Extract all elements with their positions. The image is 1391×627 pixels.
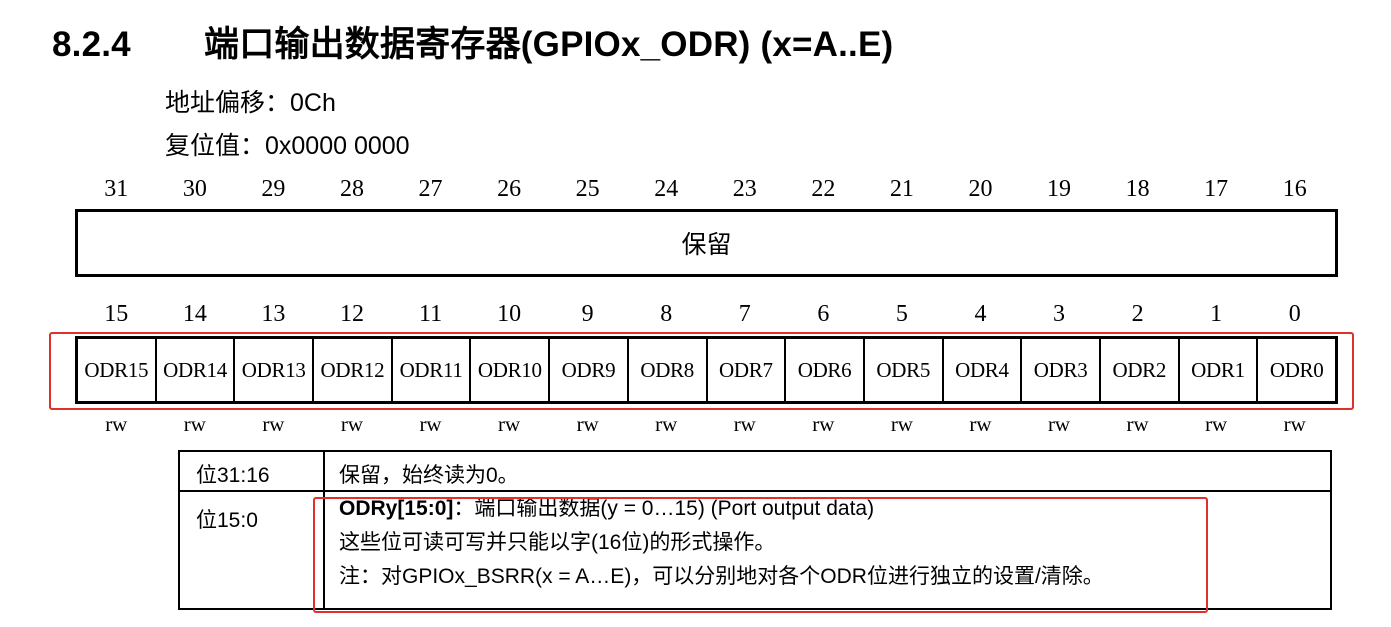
- access-label: rw: [1283, 412, 1306, 436]
- access-label: rw: [183, 412, 206, 436]
- odr-field-cell: ODR0: [1269, 357, 1324, 382]
- bit-number: 18: [1125, 176, 1150, 202]
- field-heading-line: ODRy[15:0]：端口输出数据(y = 0…15) (Port output…: [339, 492, 1330, 526]
- note-line: 注：对GPIOx_BSRR(x = A…E)，可以分别地对各个ODR位进行独立的…: [339, 565, 1104, 588]
- odr-field-cell: ODR1: [1180, 339, 1259, 401]
- access-label: rw: [105, 412, 128, 436]
- odr-field-cell: ODR8: [629, 339, 708, 401]
- section-title: 端口输出数据寄存器(GPIOx_ODR) (x=A..E): [204, 25, 894, 64]
- odr-field-cell: ODR7: [708, 339, 787, 401]
- odr-field-row: ODR15 ODR14 ODR13 ODR12 ODR11 ODR10 ODR9…: [75, 336, 1338, 404]
- access-label: rw: [340, 412, 364, 436]
- bit-numbers-high: 31 30 29 28 27 26 25 24 23 22 21 20 19 1…: [77, 176, 1334, 203]
- bit-number: 29: [261, 176, 286, 202]
- description-line: 这些位可读可写并只能以字(16位)的形式操作。: [339, 531, 776, 554]
- bit-number: 21: [889, 176, 914, 202]
- bit-number: 3: [1053, 301, 1066, 327]
- section-number: 8.2.4: [52, 25, 131, 64]
- bit-range-cell: 位15:0: [178, 490, 325, 610]
- description-highlight: [313, 497, 1208, 613]
- bit-number: 12: [339, 301, 364, 327]
- reset-value: 复位值：0x0000 0000: [165, 132, 410, 160]
- bit-number: 27: [418, 176, 443, 202]
- access-label: rw: [498, 412, 521, 436]
- bit-number: 28: [339, 176, 364, 202]
- section-heading: 8.2.4 端口输出数据寄存器(GPIOx_ODR) (x=A..E): [52, 16, 893, 67]
- bit-number: 20: [968, 176, 993, 202]
- odr-field-cell: ODR13: [235, 339, 315, 401]
- odr-field-cell: ODR11: [393, 339, 472, 401]
- odr-field-cell: ODR3: [1022, 339, 1101, 401]
- reserved-label: 保留: [681, 230, 732, 259]
- odr-field-cell: ODR15: [78, 339, 157, 401]
- access-label: rw: [262, 412, 285, 436]
- odr-field-cell: ODR10: [471, 339, 551, 401]
- bit-number: 19: [1047, 176, 1072, 202]
- access-row: rw rw rw rw rw rw rw rw rw rw rw rw rw r…: [77, 412, 1334, 437]
- bit-number: 23: [732, 176, 757, 202]
- bit-number: 8: [660, 301, 673, 327]
- access-label: rw: [1126, 412, 1149, 436]
- bit-number: 26: [497, 176, 522, 202]
- bit-number: 14: [182, 301, 207, 327]
- table-row: 位15:0 ODRy[15:0]：端口输出数据(y = 0…15) (Port …: [178, 490, 1332, 610]
- access-label: rw: [890, 412, 913, 436]
- bit-number: 17: [1204, 176, 1229, 202]
- description-cell: ODRy[15:0]：端口输出数据(y = 0…15) (Port output…: [323, 490, 1332, 610]
- description-cell: 保留，始终读为0。: [323, 450, 1332, 492]
- odr-field-cell: ODR12: [314, 339, 393, 401]
- bit-number: 6: [817, 301, 830, 327]
- field-name: ODRy[15:0]: [339, 497, 454, 520]
- access-label: rw: [576, 412, 599, 436]
- bit-number: 4: [974, 301, 987, 327]
- reserved-field-box: 保留: [75, 209, 1338, 277]
- bit-number: 22: [811, 176, 836, 202]
- access-label: rw: [969, 412, 992, 436]
- access-label: rw: [1205, 412, 1228, 436]
- odr-field-cell: ODR6: [786, 339, 865, 401]
- access-label: rw: [812, 412, 835, 436]
- bit-numbers-low: 15 14 13 12 11 10 9 8 7 6 5 4 3 2 1 0: [77, 301, 1334, 328]
- bit-number: 31: [104, 176, 129, 202]
- description-text: 保留，始终读为0。: [339, 464, 519, 487]
- bit-number: 24: [654, 176, 679, 202]
- odr-field-cell: ODR14: [157, 339, 236, 401]
- bit-description-table: 位31:16 保留，始终读为0。 位15:0 ODRy[15:0]：端口输出数据…: [178, 450, 1332, 610]
- odr-field-cell: ODR9: [550, 339, 629, 401]
- address-offset: 地址偏移：0Ch: [165, 89, 336, 117]
- bit-number: 15: [104, 301, 129, 327]
- access-label: rw: [1047, 412, 1071, 436]
- bit-number: 11: [418, 301, 443, 327]
- bit-range: 位15:0: [196, 509, 258, 532]
- field-desc: ：端口输出数据(y = 0…15) (Port output data): [453, 497, 875, 520]
- bit-number: 7: [738, 301, 751, 327]
- access-label: rw: [655, 412, 678, 436]
- access-label: rw: [419, 412, 442, 436]
- bit-number: 2: [1131, 301, 1144, 327]
- bit-number: 25: [575, 176, 600, 202]
- bit-number: 9: [581, 301, 594, 327]
- odr-field-cell: ODR5: [865, 339, 944, 401]
- bit-number: 5: [895, 301, 908, 327]
- odr-field-cell: ODR4: [944, 339, 1023, 401]
- bit-number: 10: [497, 301, 522, 327]
- bit-number: 13: [261, 301, 286, 327]
- bit-number: 30: [182, 176, 207, 202]
- bit-number: 0: [1288, 301, 1301, 327]
- access-label: rw: [733, 412, 756, 436]
- bit-number: 16: [1282, 176, 1307, 202]
- odr-field-cell: ODR2: [1101, 339, 1180, 401]
- table-row: 位31:16 保留，始终读为0。: [178, 450, 1332, 492]
- bit-range-cell: 位31:16: [178, 450, 325, 492]
- odr-row-highlight: [49, 332, 1354, 410]
- bit-number: 1: [1210, 301, 1223, 327]
- bit-range: 位31:16: [196, 464, 270, 487]
